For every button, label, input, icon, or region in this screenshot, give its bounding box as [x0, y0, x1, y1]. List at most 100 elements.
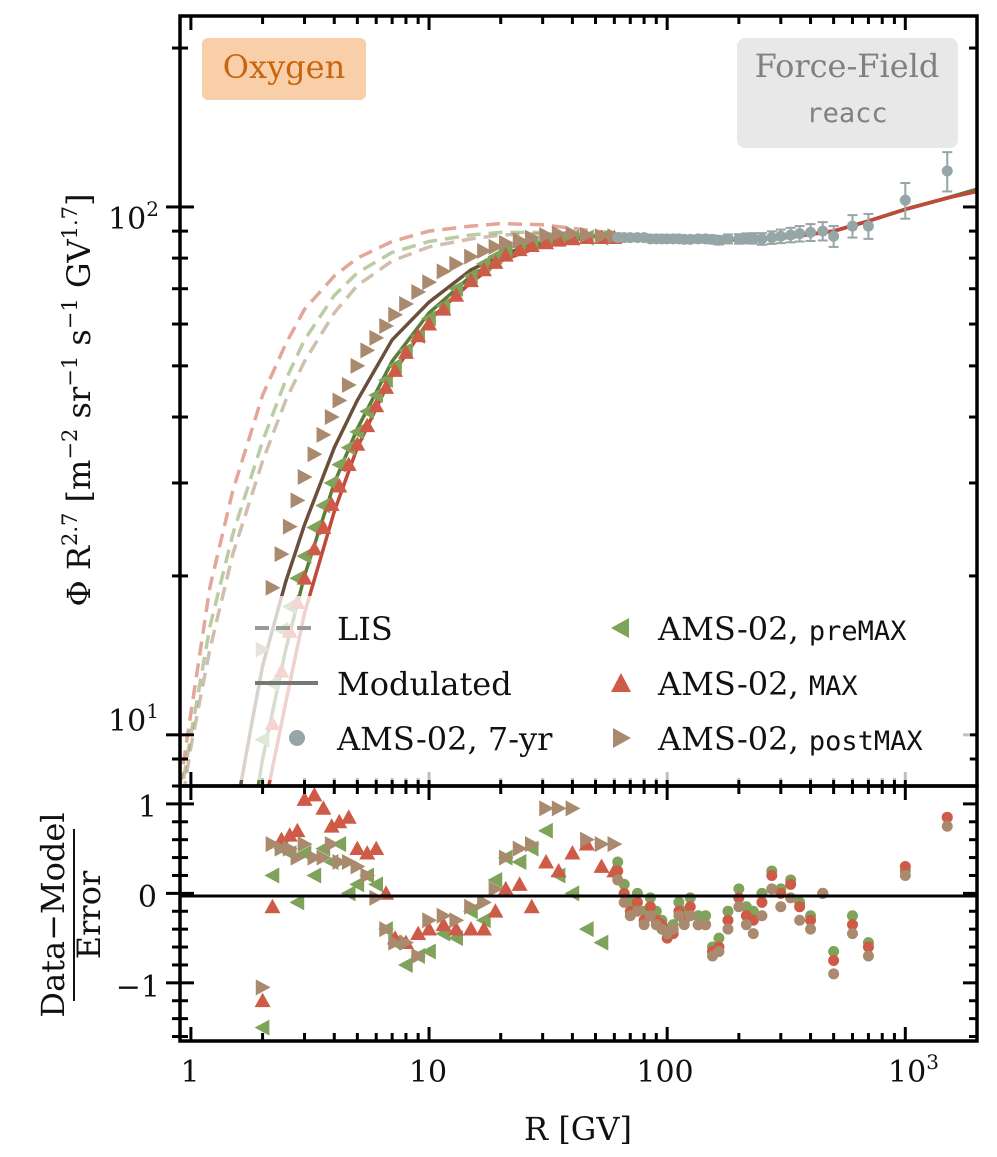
legend-premax-prefix: AMS-02, — [657, 610, 809, 648]
premax-residual-point — [289, 894, 305, 911]
ams-02-premax-point — [368, 387, 384, 404]
7-yr-residual-brown-point — [631, 905, 643, 917]
ams-02-7-yr-point — [785, 229, 797, 241]
postmax-residual-point — [316, 849, 332, 866]
ytick-label-10-exp: 1 — [146, 699, 159, 723]
max-residual-point — [331, 813, 348, 829]
postmax-residual-point — [565, 800, 581, 817]
max-residual-point — [475, 921, 492, 936]
ams-02-postmax-point — [524, 229, 540, 246]
7-yr-residual-red-point — [785, 878, 797, 890]
postmax-residual-point — [498, 849, 514, 866]
premax-residual-point — [306, 867, 322, 884]
7-yr-residual-brown-point — [700, 919, 712, 931]
legend-premax-marker — [611, 618, 629, 638]
ams-02-7-yr-point — [862, 220, 874, 232]
ams-02-max-point — [323, 496, 340, 511]
ytick-label-100: 102 — [108, 197, 159, 237]
legend-modulated-label: Modulated — [337, 665, 512, 703]
y-axis-unit-6: GV — [60, 238, 98, 298]
y-axis-unit-0: [m — [60, 460, 98, 503]
postmax-residual-point — [274, 840, 290, 857]
legend-max-prefix: AMS-02, — [657, 665, 809, 703]
premax-residual-point — [538, 822, 553, 839]
max-residual-point — [593, 858, 610, 873]
max-residual-point — [564, 845, 581, 860]
postmax-residual-point — [464, 898, 479, 915]
7-yr-residual-green-point — [828, 946, 840, 958]
legend-max-marker — [611, 673, 631, 692]
premax-residual-point — [254, 1019, 270, 1036]
7-yr-residual-red-point — [794, 901, 806, 913]
ams-02-max-point — [359, 417, 376, 433]
7-yr-residual-red-point — [644, 901, 656, 913]
postmax-residual-point — [539, 800, 555, 817]
ams-02-postmax-point — [436, 263, 452, 280]
max-residual-point — [264, 898, 281, 914]
ams-02-max-point — [448, 287, 465, 302]
y-axis-unit-8: ] — [60, 193, 98, 205]
7-yr-residual-red-point — [756, 896, 768, 908]
ams-02-postmax-point — [551, 225, 567, 242]
7-yr-residual-brown-point — [862, 950, 874, 962]
legend-lis-label: LIS — [337, 610, 393, 648]
premax-residual-point — [368, 876, 384, 893]
7-yr-residual-brown-point — [794, 914, 806, 926]
ams-02-postmax-point — [399, 295, 414, 312]
postmax-residual-point — [307, 849, 323, 866]
ams-02-postmax-point — [411, 284, 427, 301]
7-yr-residual-brown-point — [740, 919, 752, 931]
ams-02-max-point — [435, 301, 452, 316]
7-yr-residual-brown-point — [678, 919, 690, 931]
7-yr-residual-green-point — [733, 883, 745, 895]
xtick-label-1: 1 — [180, 1055, 199, 1090]
ams-02-max-point — [462, 272, 479, 288]
ams-02-premax-point — [296, 548, 312, 565]
7-yr-residual-red-point — [828, 954, 840, 966]
legend-max-code: MAX — [809, 671, 858, 702]
ams-02-max-point — [487, 254, 504, 269]
7-yr-residual-green-point — [673, 896, 685, 908]
ams-02-postmax-point — [477, 243, 492, 260]
postmax-residual-point — [411, 948, 427, 964]
max-residual-point — [435, 916, 452, 932]
ams-02-postmax-point — [316, 426, 332, 443]
y-axis-title-numerator: Data−Model — [34, 812, 72, 1017]
ytick-label-100-exp: 2 — [146, 197, 159, 221]
max-residual-point — [323, 818, 340, 833]
7-yr-residual-brown-point — [618, 896, 630, 908]
ams-02-7-yr-point — [828, 230, 840, 242]
7-yr-residual-green-point — [612, 856, 624, 868]
7-yr-residual-brown-point — [667, 923, 679, 935]
postmax-residual-point — [436, 907, 452, 924]
max-residual-point — [368, 840, 385, 856]
max-residual-point — [448, 921, 465, 936]
ams-02-postmax-point — [388, 306, 404, 323]
ams-02-postmax-point — [488, 238, 504, 255]
postmax-residual-point — [324, 836, 340, 853]
y-axis-unit-2: sr — [60, 386, 98, 429]
xtick-label-1000-exp: 3 — [926, 1050, 939, 1074]
7-yr-residual-red-point — [846, 919, 858, 931]
ams-02-7-yr-point — [775, 230, 787, 242]
legend-max-label: AMS-02, MAX — [657, 665, 858, 703]
max-residual-point — [421, 921, 438, 936]
res-ytick-label-1: 1 — [138, 790, 157, 825]
ams-02-max-point — [378, 379, 395, 394]
premax-residual-point — [264, 867, 280, 884]
ams-02-postmax-point — [274, 546, 290, 563]
element-badge-label: Oxygen — [223, 48, 345, 86]
ytick-label-10-base: 10 — [108, 704, 146, 739]
max-residual-point — [315, 800, 332, 815]
ams-02-postmax-point — [332, 392, 348, 409]
7-yr-residual-red-point — [631, 896, 643, 908]
ams-02-max-point — [523, 237, 540, 252]
ams-02-max-point — [538, 234, 555, 250]
postmax-residual-point — [332, 854, 348, 871]
element-badge: Oxygen — [202, 38, 366, 100]
ams-02-7-yr-point — [899, 194, 911, 206]
ams-02-postmax-point — [324, 409, 340, 426]
ams-02-max-point — [296, 570, 313, 585]
y-axis-unit-1: −2 — [58, 429, 82, 460]
